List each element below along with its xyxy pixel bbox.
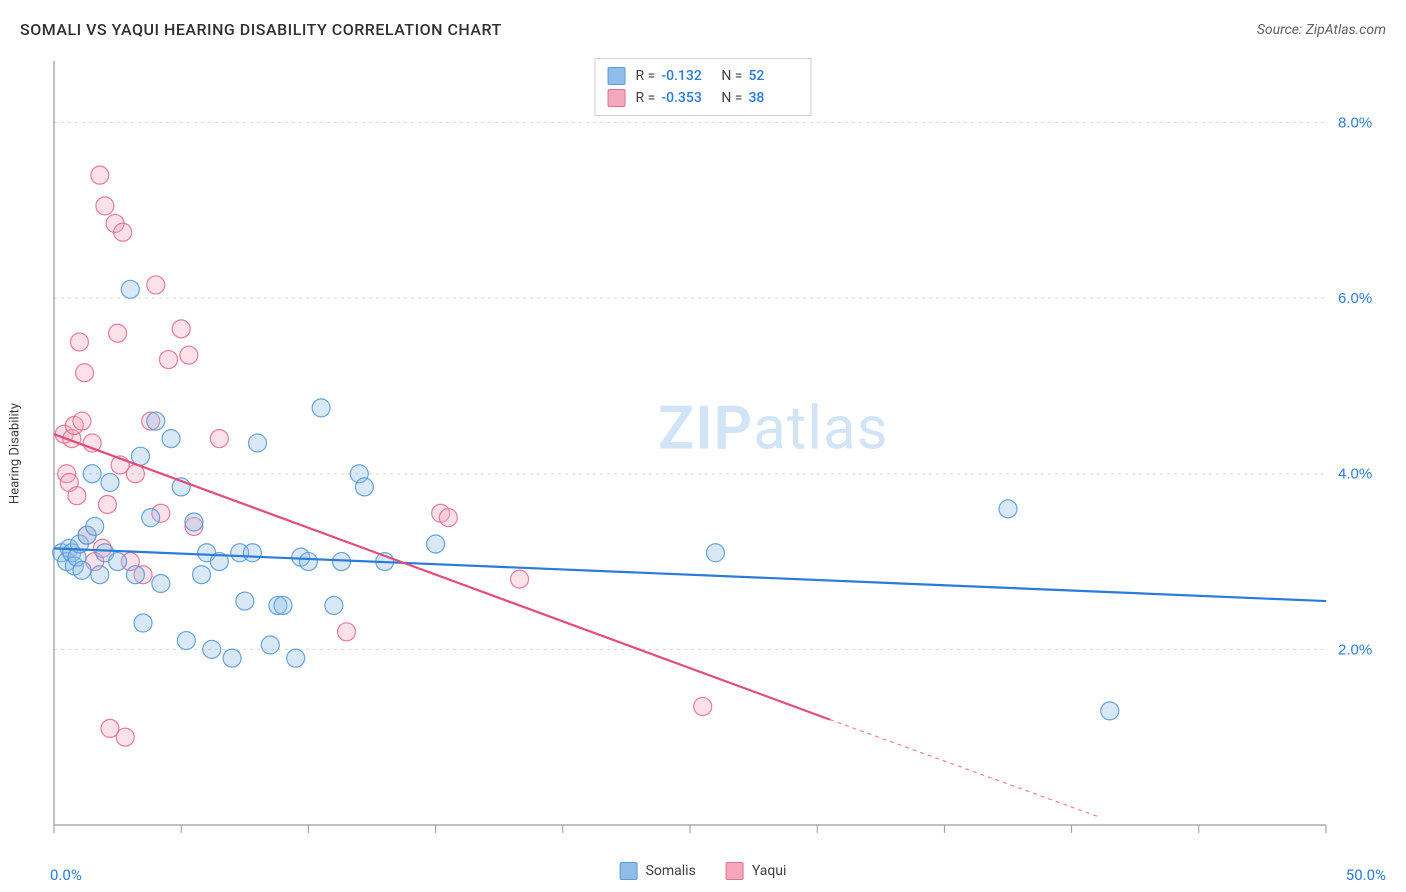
r-label: R =: [636, 68, 656, 84]
legend-item-somalis: Somalis: [620, 862, 696, 880]
chart-area: 2.0% 4.0% 6.0% 8.0%: [50, 55, 1386, 847]
x-axis-min-label: 0.0%: [50, 866, 82, 884]
series-legend: Somalis Yaqui: [620, 862, 787, 880]
swatch-somalis: [608, 67, 626, 85]
r-value-somalis: -0.132: [661, 68, 711, 84]
legend-label-somalis: Somalis: [646, 863, 696, 879]
svg-text:2.0%: 2.0%: [1338, 641, 1372, 658]
swatch-yaqui: [726, 862, 744, 880]
y-axis-label: Hearing Disability: [8, 403, 23, 504]
chart-title: SOMALI VS YAQUI HEARING DISABILITY CORRE…: [20, 20, 502, 39]
legend-row-somalis: R = -0.132 N = 52: [608, 65, 799, 87]
svg-text:4.0%: 4.0%: [1338, 466, 1372, 483]
svg-text:8.0%: 8.0%: [1338, 114, 1372, 131]
legend-row-yaqui: R = -0.353 N = 38: [608, 87, 799, 109]
legend-item-yaqui: Yaqui: [726, 862, 787, 880]
r-label: R =: [636, 90, 656, 106]
source-label: Source: ZipAtlas.com: [1257, 22, 1386, 38]
swatch-somalis: [620, 862, 638, 880]
swatch-yaqui: [608, 89, 626, 107]
legend-label-yaqui: Yaqui: [752, 863, 787, 879]
n-label: N =: [721, 68, 742, 84]
n-value-yaqui: 38: [748, 90, 798, 106]
n-label: N =: [721, 90, 742, 106]
n-value-somalis: 52: [748, 68, 798, 84]
scatter-chart: 2.0% 4.0% 6.0% 8.0%: [50, 55, 1386, 847]
x-axis-max-label: 50.0%: [1346, 866, 1386, 884]
svg-text:6.0%: 6.0%: [1338, 290, 1372, 307]
r-value-yaqui: -0.353: [661, 90, 711, 106]
correlation-legend: R = -0.132 N = 52 R = -0.353 N = 38: [595, 58, 812, 116]
